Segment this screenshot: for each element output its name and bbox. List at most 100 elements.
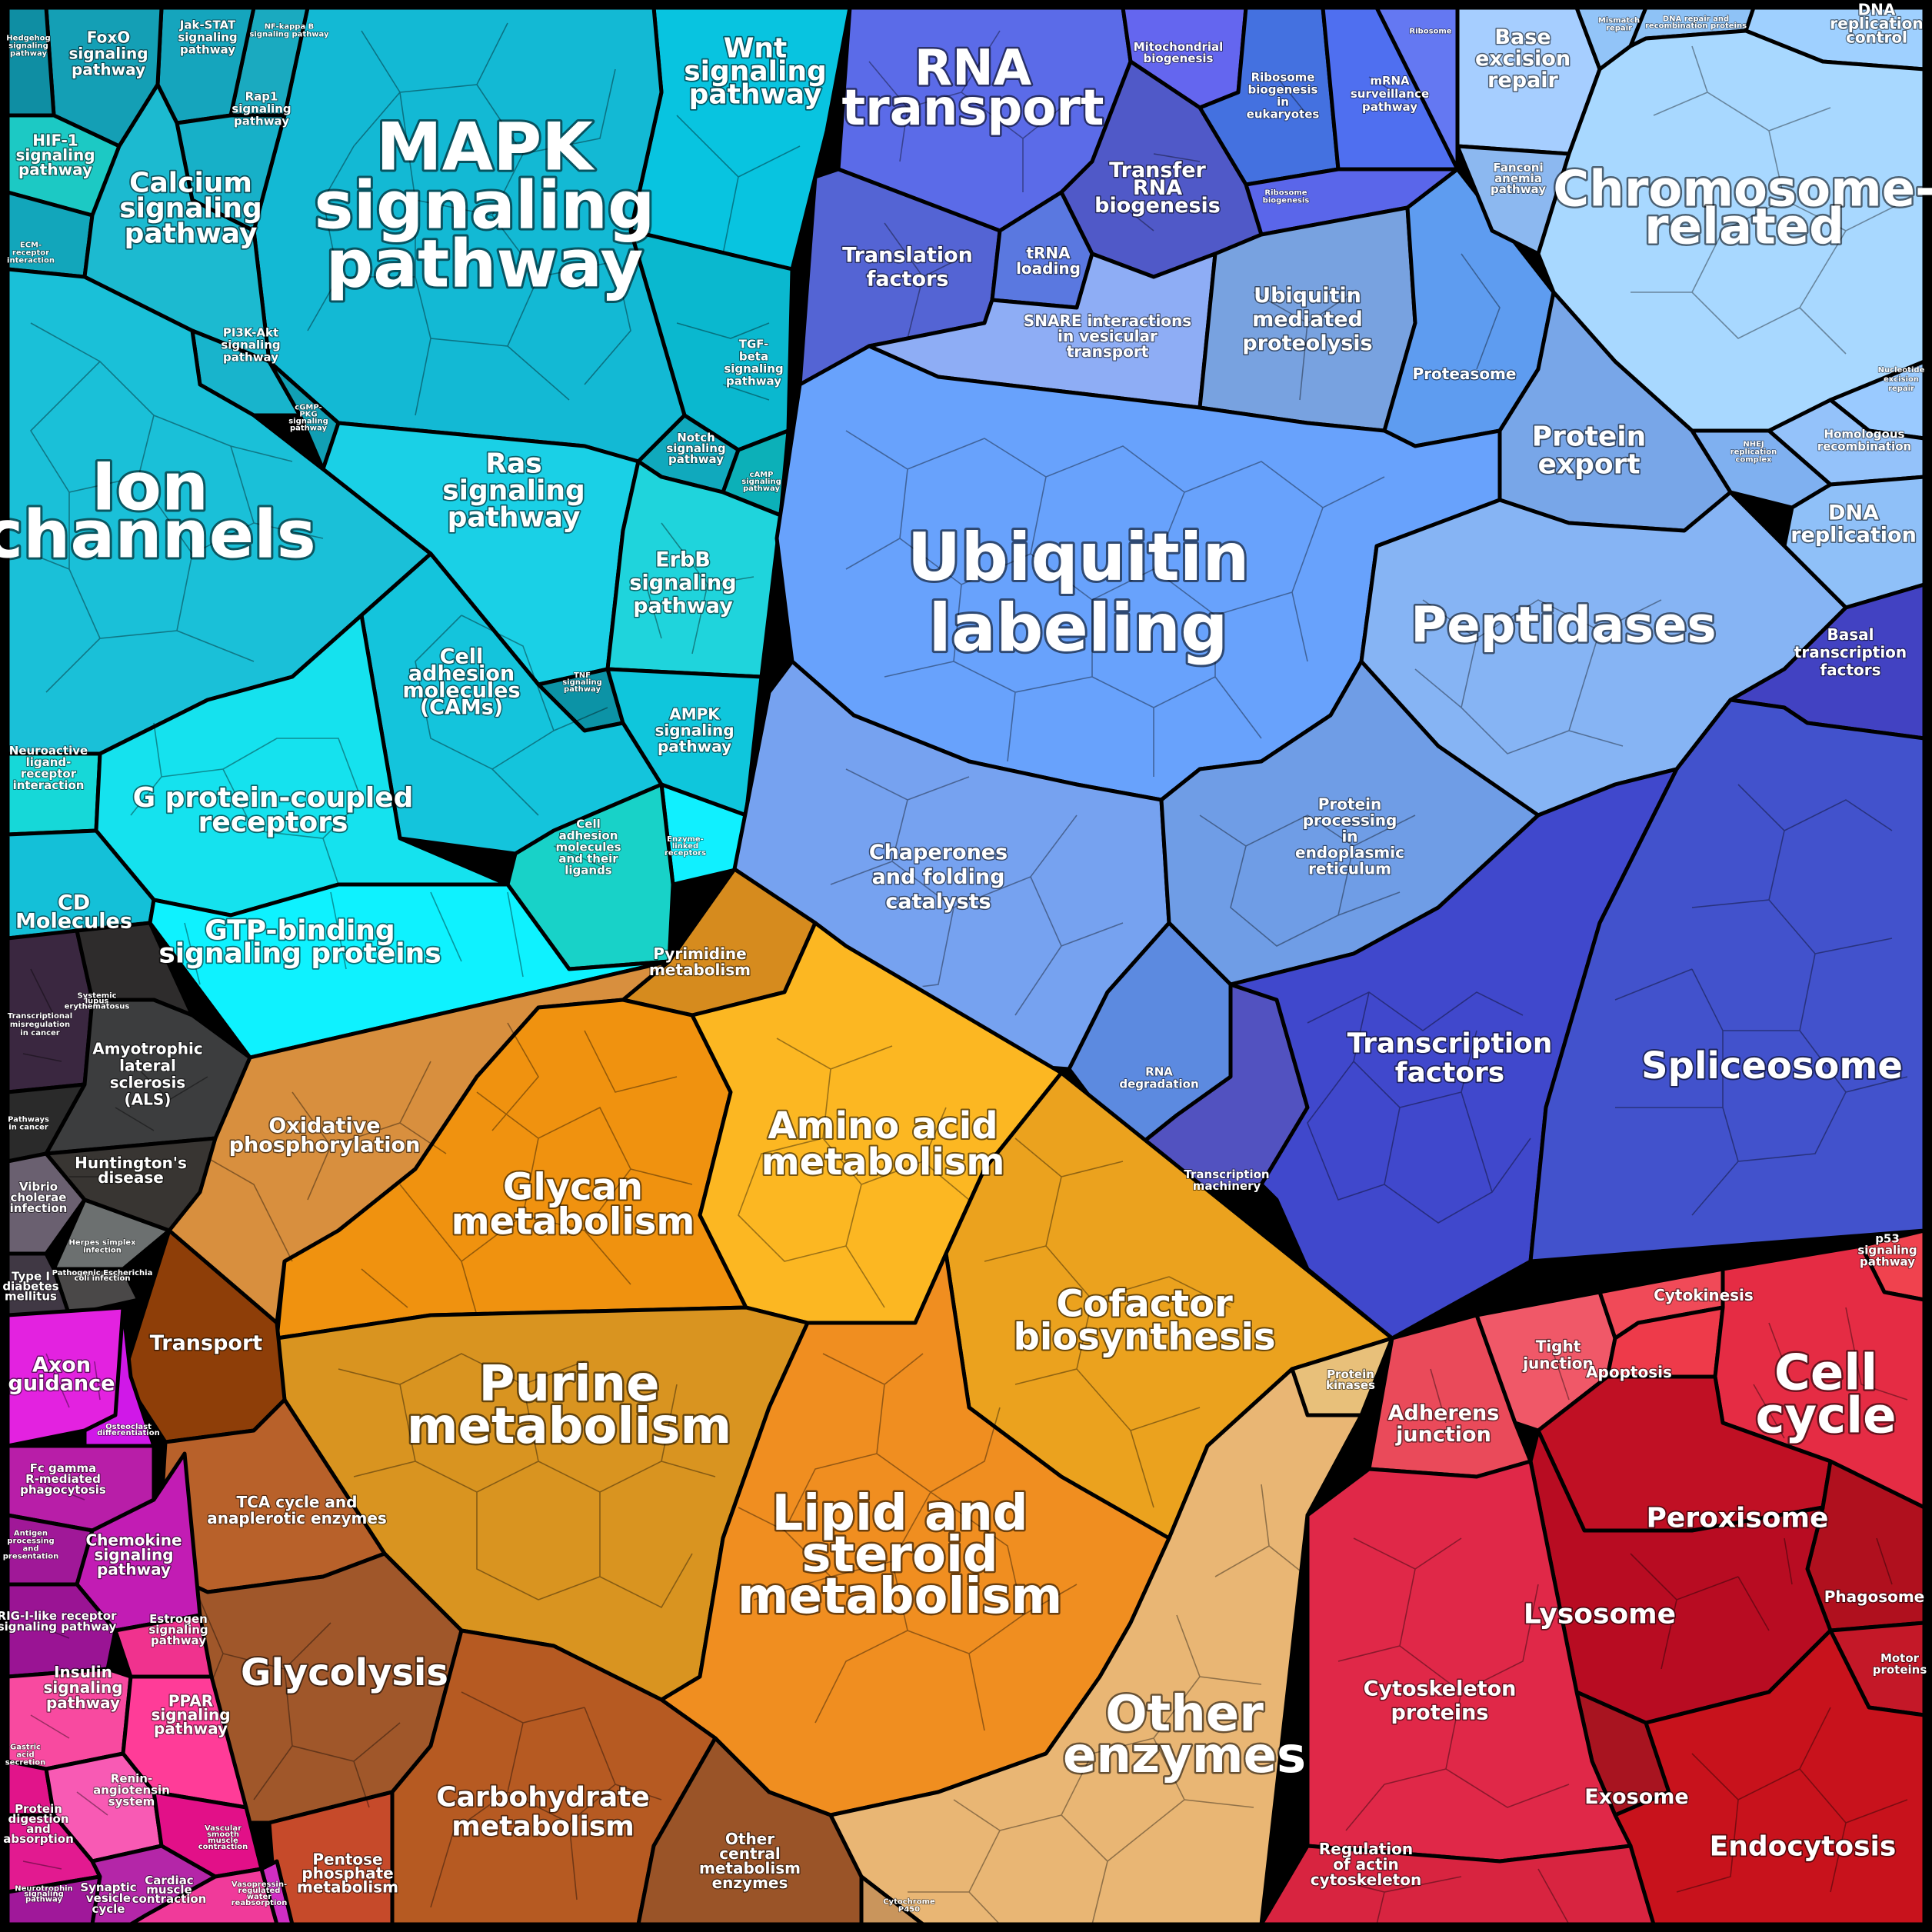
- transcription_factors-label-line: factors: [1395, 1057, 1504, 1088]
- label-apoptosis: Apoptosis: [1586, 1363, 1672, 1381]
- label-trna-loading: tRNA loading: [1016, 244, 1081, 278]
- als-label-line: Amyotrophic: [92, 1040, 203, 1058]
- cell_cycle-label-line: cycle: [1756, 1388, 1897, 1445]
- subcells-signaling: [29, 22, 801, 985]
- ras-label-line: pathway: [448, 501, 581, 533]
- fanconi-label-line: anemia: [1494, 172, 1542, 185]
- base_excision-label-line: excision: [1475, 47, 1571, 71]
- ubiq_proteolysis-label-line: mediated: [1252, 308, 1363, 331]
- dna_rep_control-label-line: DNA: [1858, 0, 1896, 18]
- nhej-label-line: replication: [1730, 448, 1777, 457]
- mito_bio-label-line: biogenesis: [1144, 52, 1214, 65]
- pentose-label-line: phosphate: [301, 1864, 393, 1882]
- basal_tf-label-line: factors: [1820, 661, 1880, 679]
- ribosome_biogenesis-label-line: Ribosome: [1264, 189, 1307, 198]
- label-reg-actin: Regulation of actin cytoskeleton: [1311, 1840, 1421, 1889]
- label-rig-i: RIG-I-like receptor signaling pathway: [0, 1609, 117, 1634]
- notch-label-line: signaling: [666, 441, 725, 455]
- erbb-label-line: signaling: [629, 571, 736, 595]
- ecm-label-line: ECM-: [20, 242, 42, 250]
- synaptic-label-line: Synaptic: [80, 1880, 136, 1894]
- chemokine-label-line: signaling: [94, 1546, 173, 1564]
- estrogen-label-line: Estrogen: [149, 1612, 208, 1626]
- cams-label-line: (CAMs): [420, 696, 503, 720]
- label-antigen: Antigen processing and presentation: [3, 1530, 58, 1561]
- transfer_rna-label-line: RNA: [1133, 176, 1182, 200]
- ras-label-line: signaling: [442, 475, 585, 506]
- label-neuroactive: Neuroactive ligand-receptor interaction: [9, 744, 88, 792]
- label-peptidases: Peptidases: [1411, 597, 1716, 654]
- label-axon: Axon guidance: [8, 1353, 115, 1395]
- antigen-label-line: Antigen: [14, 1530, 48, 1538]
- dna_repair_recomb-label-line: DNA repair and: [1663, 15, 1729, 24]
- label-ribosome: Ribosome: [1409, 28, 1451, 36]
- label-pathways-cancer: Pathways in cancer: [8, 1116, 49, 1132]
- mapk-label-line: MAPK: [376, 109, 595, 186]
- cytochrome-label-line: P450: [898, 1906, 920, 1914]
- axon-label-line: Axon: [32, 1353, 91, 1377]
- transcr_misreg-label-line: misregulation: [10, 1021, 70, 1029]
- adherens-label-line: junction: [1395, 1423, 1491, 1447]
- foxo-label-line: FoxO: [87, 28, 131, 46]
- vibrio-label-line: cholerae: [11, 1191, 67, 1204]
- nucleotide_excision-label-line: repair: [1888, 385, 1914, 393]
- protein_er-label-line: in: [1341, 827, 1357, 845]
- fc_gamma-label-line: Fc gamma: [30, 1461, 97, 1475]
- protein_export-label-line: export: [1537, 449, 1640, 481]
- adherens-label-line: Adherens: [1388, 1401, 1500, 1425]
- neuroactive-label-line: ligand-: [26, 755, 72, 769]
- vascular-label-line: Vascular: [205, 1824, 242, 1833]
- camp-label-line: cAMP: [750, 471, 774, 479]
- nfkb-label-line: NF-kappa B: [265, 23, 315, 32]
- pathogenic_ecoli-label-line: Pathogenic Escherichia: [52, 1269, 153, 1277]
- label-amino-acid: Amino acid metabolism: [761, 1104, 1005, 1184]
- chaperones-label-line: catalysts: [885, 890, 991, 914]
- label-glycolysis: Glycolysis: [241, 1651, 448, 1694]
- chromosome-label-line: Chromosome-: [1553, 162, 1932, 218]
- antigen-label-line: processing: [7, 1537, 54, 1546]
- other_enzymes-label-line: enzymes: [1063, 1727, 1306, 1784]
- label-tight-junction: Tight junction: [1522, 1337, 1594, 1373]
- other_enzymes-label-line: Other: [1105, 1686, 1264, 1743]
- transcription_machinery-label-line: machinery: [1193, 1179, 1261, 1193]
- vasopressin-label-line: regulated: [238, 1887, 281, 1895]
- ubiquitin_labeling-label-line: Ubiquitin: [908, 519, 1250, 596]
- carbohydrate-label-line: Carbohydrate: [436, 1781, 650, 1813]
- gastric-label-line: Gastric: [10, 1744, 41, 1752]
- sle-label-line: erythematosus: [65, 1002, 130, 1011]
- label-proteasome: Proteasome: [1413, 365, 1517, 383]
- foxo-label-line: pathway: [72, 60, 145, 78]
- label-hedgehog: Hedgehog signaling pathway: [6, 35, 50, 58]
- label-calcium: Calcium signaling pathway: [119, 168, 262, 250]
- cytokinesis-label-line: Cytokinesis: [1654, 1286, 1754, 1304]
- label-dna-repair-recomb: DNA repair and recombination proteins: [1645, 15, 1747, 31]
- calcium-label-line: signaling: [119, 193, 262, 225]
- label-transcription-machinery: Transcription machinery: [1184, 1168, 1269, 1193]
- label-pyrimidine: Pyrimidine metabolism: [649, 944, 751, 979]
- label-dna-rep-control: DNA replication control: [1830, 0, 1923, 46]
- protein_er-label-line: processing: [1303, 811, 1397, 829]
- ribosome_bio_euk-label-line: eukaryotes: [1247, 108, 1320, 122]
- protein_digestion-label-line: Protein: [15, 1802, 62, 1816]
- label-renin: Renin-angiotensin system: [93, 1771, 170, 1808]
- fanconi-label-line: pathway: [1491, 182, 1546, 196]
- carbohydrate-label-line: metabolism: [451, 1810, 635, 1842]
- trna_loading-label-line: loading: [1016, 259, 1081, 278]
- foxo-label-line: signaling: [68, 44, 148, 62]
- cell_cycle-label-line: Cell: [1774, 1345, 1877, 1402]
- enzyme_linked-label-line: Enzyme-: [667, 835, 704, 844]
- mrna_surv-label-line: pathway: [1362, 100, 1417, 114]
- rna_degradation-label-line: RNA: [1145, 1065, 1173, 1079]
- tca-label-line: anaplerotic enzymes: [207, 1509, 387, 1527]
- als-label-line: lateral: [119, 1057, 176, 1075]
- nucleotide_excision-label-line: Nucleotide: [1878, 366, 1925, 375]
- motor_proteins-label-line: proteins: [1873, 1663, 1927, 1677]
- subcells-disease: [22, 968, 208, 1178]
- label-ion-channels: Ion channels: [0, 449, 316, 574]
- cytoskeleton-label-line: Cytoskeleton: [1364, 1677, 1517, 1700]
- transcription_factors-label-line: Transcription: [1347, 1028, 1553, 1059]
- hif1-label-line: HIF-1: [32, 132, 78, 150]
- fanconi-label-line: Fanconi: [1493, 161, 1543, 175]
- label-ribosome-biogenesis: Ribosome biogenesis: [1263, 189, 1310, 205]
- trna_loading-label-line: tRNA: [1026, 244, 1071, 262]
